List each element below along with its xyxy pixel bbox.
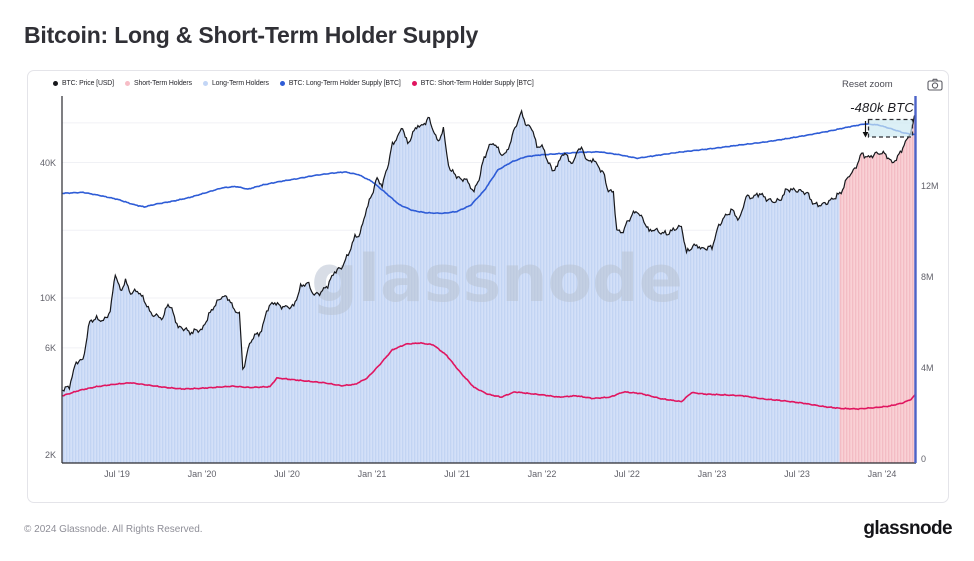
sth-supply-line	[62, 341, 916, 411]
legend-item-4[interactable]: BTC: Long-Term Holder Supply [BTC]	[279, 79, 401, 87]
regime-area-long-term	[62, 110, 916, 463]
reset-zoom-button[interactable]: Reset zoom	[838, 77, 897, 92]
legend-dot	[125, 80, 131, 86]
annotation-box	[862, 118, 914, 138]
watermark: glassnode	[311, 242, 683, 317]
legend-item-5[interactable]: BTC: Short-Term Holder Supply [BTC]	[411, 79, 534, 87]
legend-item-3[interactable]: Long-Term Holders	[202, 79, 269, 87]
glassnode-logo: glassnode	[863, 518, 952, 539]
legend-item-label: BTC: Price [USD]	[62, 79, 115, 87]
price-line	[62, 108, 916, 392]
legend-item-label: BTC: Short-Term Holder Supply [BTC]	[420, 79, 534, 87]
legend-dot	[202, 80, 208, 86]
legend-item-label: BTC: Long-Term Holder Supply [BTC]	[288, 79, 401, 87]
legend-dot	[411, 80, 417, 86]
chart-legend: BTC: Price [USD] Short-Term Holders Long-T…	[53, 77, 534, 89]
annotation-label: -480k BTC	[850, 100, 914, 115]
legend-dot	[53, 80, 58, 86]
page-title: Bitcoin: Long & Short-Term Holder Supply	[24, 22, 479, 48]
legend-dot	[279, 80, 285, 86]
legend-item-1[interactable]: BTC: Price [USD]	[53, 80, 114, 87]
lth-supply-line	[62, 123, 916, 215]
legend-item-label: Long-Term Holders	[211, 79, 269, 87]
legend-item-2[interactable]: Short-Term Holders	[125, 80, 192, 87]
camera-icon[interactable]	[927, 78, 943, 96]
legend-item-label: Short-Term Holders	[134, 79, 192, 87]
footer-copyright: © 2024 Glassnode. All Rights Reserved.	[24, 524, 203, 535]
